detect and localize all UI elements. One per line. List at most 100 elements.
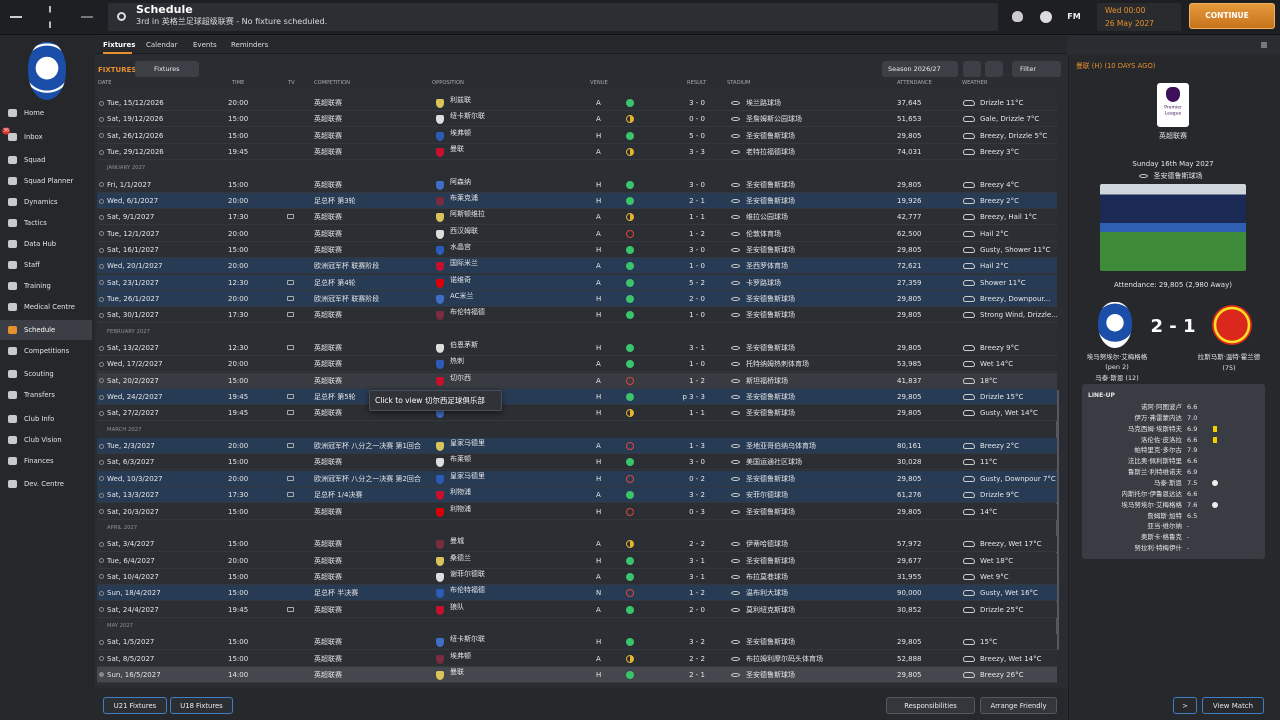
sidebar-item[interactable]: Data Hub: [24, 240, 57, 248]
result[interactable]: 1 - 0: [689, 262, 705, 271]
fixture-row[interactable]: [97, 307, 1057, 324]
fixture-row[interactable]: [97, 356, 1057, 373]
opposition[interactable]: 埃弗顿: [450, 651, 471, 660]
player-name[interactable]: 内斯托尔·伊鲁恩达达: [1121, 489, 1182, 498]
sidebar-item[interactable]: Staff: [24, 261, 40, 269]
opposition[interactable]: 阿斯顿维拉: [450, 210, 485, 219]
opposition[interactable]: 纽卡斯尔联: [450, 112, 485, 121]
filter-button[interactable]: [1012, 61, 1061, 77]
view-dropdown[interactable]: [135, 61, 199, 77]
fixture-row[interactable]: [97, 176, 1057, 193]
result[interactable]: 2 - 2: [689, 654, 705, 663]
result[interactable]: 3 - 1: [689, 572, 705, 581]
player-name[interactable]: 马克西姆·埃斯特夫: [1127, 424, 1182, 433]
player-name[interactable]: 法比奥·佩利斯特里: [1127, 457, 1182, 466]
fixture-row[interactable]: [97, 95, 1057, 111]
player-name[interactable]: 鲁斯兰·利特维诺夫: [1127, 468, 1182, 477]
sidebar-item[interactable]: Training: [24, 282, 51, 290]
next-match-label[interactable]: >: [1182, 701, 1188, 710]
sidebar-item[interactable]: Club Vision: [24, 436, 62, 444]
result[interactable]: 0 - 3: [689, 507, 705, 516]
opposition[interactable]: 桑德兰: [450, 553, 471, 562]
fixture-row[interactable]: [97, 389, 1057, 406]
fixture-row[interactable]: [97, 552, 1057, 569]
result[interactable]: 2 - 1: [689, 670, 705, 679]
column-header[interactable]: TIME: [232, 80, 245, 86]
column-header[interactable]: VENUE: [590, 80, 608, 86]
result[interactable]: 1 - 2: [689, 376, 705, 385]
opposition[interactable]: 西汉姆联: [450, 226, 478, 235]
view-dropdown-label[interactable]: Fixtures: [154, 65, 180, 73]
fixture-row[interactable]: [97, 291, 1057, 308]
fixture-row[interactable]: [97, 127, 1057, 144]
column-header[interactable]: STADIUM: [727, 80, 751, 86]
skull-icon[interactable]: [1012, 11, 1023, 22]
tab[interactable]: Fixtures: [103, 41, 136, 49]
column-header[interactable]: TV: [288, 80, 295, 86]
opposition[interactable]: 曼联: [450, 667, 464, 676]
result[interactable]: 2 - 2: [689, 540, 705, 549]
footer-button-label[interactable]: U18 Fixtures: [180, 701, 223, 710]
player-name[interactable]: 马泰·斯恩: [1153, 478, 1182, 487]
result[interactable]: p 3 - 3: [682, 393, 705, 402]
opposition[interactable]: 布莱顿: [450, 455, 471, 464]
sidebar-item[interactable]: Home: [24, 109, 45, 117]
fixture-row[interactable]: [97, 225, 1057, 242]
fixture-row[interactable]: [97, 487, 1057, 504]
sidebar-item[interactable]: Competitions: [24, 347, 70, 355]
sidebar-item[interactable]: Finances: [24, 457, 54, 465]
back-arrow[interactable]: [10, 16, 22, 18]
sidebar-item[interactable]: Squad Planner: [24, 177, 74, 185]
continue-label[interactable]: CONTINUE: [1205, 11, 1249, 20]
fixture-row[interactable]: [97, 209, 1057, 226]
opposition[interactable]: 纽卡斯尔联: [450, 635, 485, 644]
fixture-row[interactable]: [97, 144, 1057, 161]
view-match-button[interactable]: [1202, 697, 1264, 714]
opposition[interactable]: 皇家马德里: [450, 471, 485, 480]
opposition[interactable]: 谢菲尔德联: [450, 569, 485, 578]
result[interactable]: 1 - 2: [689, 589, 705, 598]
opposition[interactable]: 曼联: [450, 145, 464, 154]
opposition[interactable]: 利兹联: [450, 96, 471, 104]
column-header[interactable]: WEATHER: [962, 80, 988, 86]
footer-button[interactable]: [886, 697, 975, 714]
column-header[interactable]: OPPOSITION: [432, 80, 464, 86]
next-match-button[interactable]: [1173, 697, 1197, 714]
player-name[interactable]: 诺阿·阿图波卢: [1140, 403, 1182, 411]
player-name[interactable]: 埃马努埃尔·艾梅格格: [1121, 500, 1182, 509]
sidebar-item[interactable]: Transfers: [24, 391, 55, 399]
fixture-row[interactable]: [97, 536, 1057, 553]
result[interactable]: 5 - 2: [689, 278, 705, 287]
column-header[interactable]: DATE: [98, 80, 112, 86]
opposition[interactable]: 诺维奇: [450, 275, 471, 284]
result[interactable]: 2 - 0: [689, 295, 705, 304]
sidebar-item[interactable]: Dynamics: [24, 198, 58, 206]
footer-button[interactable]: [103, 697, 167, 714]
opposition[interactable]: 布伦特福德: [450, 586, 485, 595]
next-season[interactable]: [985, 61, 1003, 77]
fixture-row[interactable]: [97, 634, 1057, 651]
footer-button[interactable]: [170, 697, 233, 714]
help-icon[interactable]: [1040, 11, 1052, 23]
opposition[interactable]: 国际米兰: [450, 259, 478, 268]
sidebar-item[interactable]: Dev. Centre: [24, 480, 64, 488]
fixture-row[interactable]: [97, 503, 1057, 520]
result[interactable]: 3 - 1: [689, 344, 705, 353]
opposition[interactable]: 曼城: [450, 537, 464, 546]
column-header[interactable]: COMPETITION: [314, 80, 350, 86]
fixture-row[interactable]: [97, 242, 1057, 259]
result[interactable]: 1 - 2: [689, 229, 705, 238]
opposition[interactable]: 皇家马德里: [450, 439, 485, 448]
fixture-row[interactable]: [97, 193, 1057, 210]
result[interactable]: 3 - 1: [689, 556, 705, 565]
column-header[interactable]: RESULT: [687, 80, 707, 86]
fixture-row[interactable]: [97, 340, 1057, 357]
fixture-row[interactable]: [97, 650, 1057, 667]
result[interactable]: 1 - 1: [689, 213, 705, 222]
opposition[interactable]: 伯恩茅斯: [450, 341, 478, 350]
sidebar-item[interactable]: Squad: [24, 156, 46, 164]
player-name[interactable]: 奥斯卡·格鲁克: [1140, 533, 1182, 542]
fixture-row[interactable]: [97, 666, 1057, 683]
result[interactable]: 3 - 0: [689, 180, 705, 189]
opposition[interactable]: 利物浦: [450, 504, 471, 513]
